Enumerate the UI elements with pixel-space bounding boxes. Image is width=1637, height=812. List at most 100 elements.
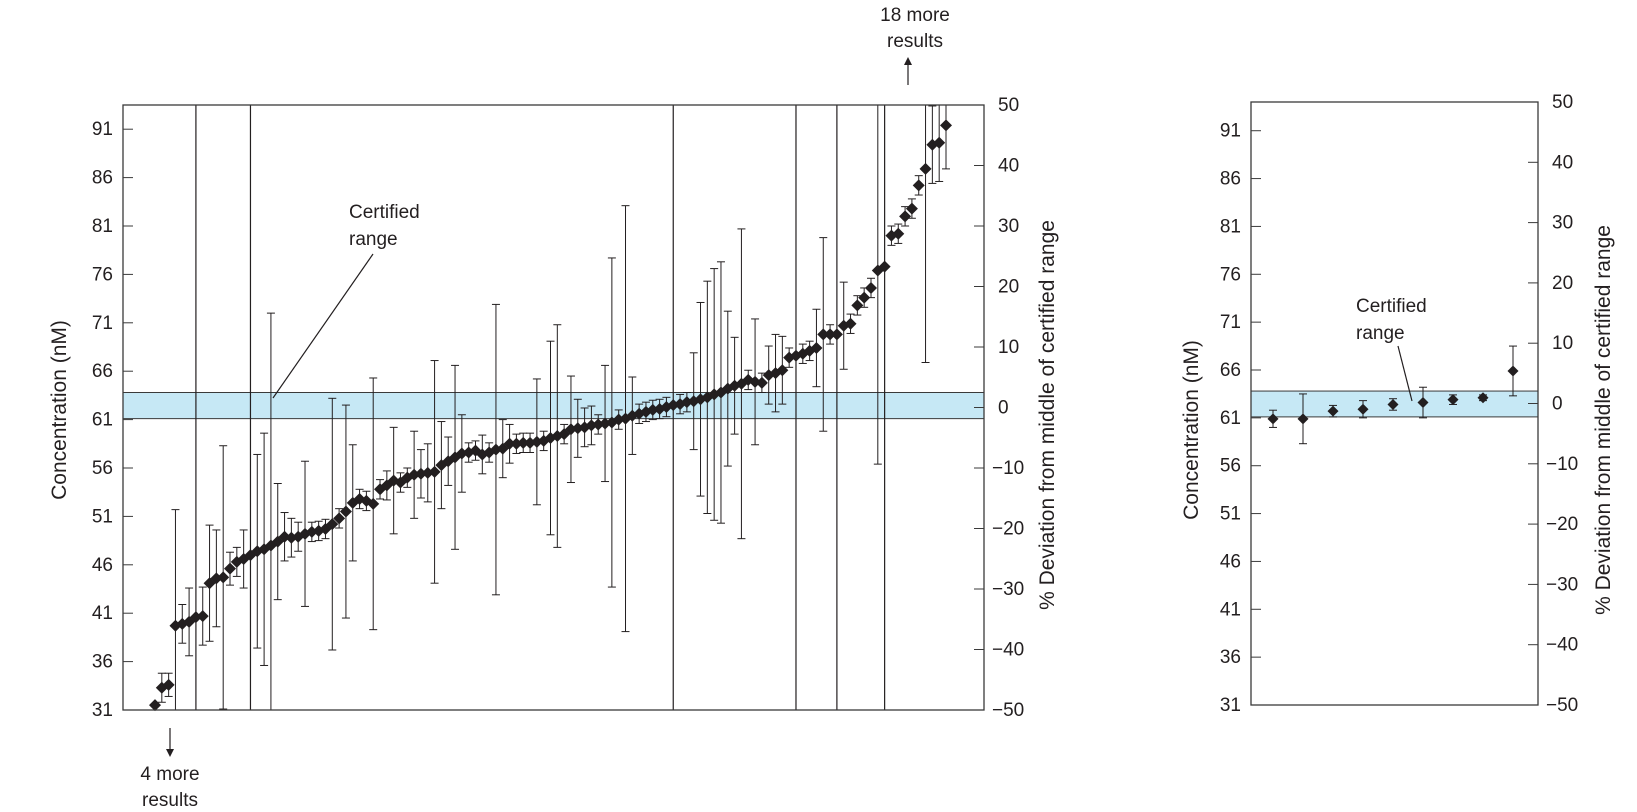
left-certified-leader-line <box>272 253 374 399</box>
right-y-tick-label: 71 <box>1220 312 1241 333</box>
left-y-tick-label: 56 <box>92 458 113 479</box>
right-y-tick-label: 61 <box>1220 408 1241 429</box>
right-y2-tick-label: 10 <box>1552 333 1573 354</box>
left-data-point <box>892 227 905 240</box>
right-y-tick-label: 86 <box>1220 169 1241 190</box>
left-certified-label-line2: range <box>349 229 398 250</box>
right-y-tick-label: 51 <box>1220 504 1241 525</box>
left-y2-axis-ticks: 50 40 30 20 10 0 −10 −20 −30 −40 −50 <box>974 95 1024 721</box>
bottom-more-results-line1: 4 more <box>140 764 199 785</box>
right-certified-label-line1: Certified <box>1356 296 1427 317</box>
right-y-tick-label: 66 <box>1220 360 1241 381</box>
right-y2-tick-label: 0 <box>1552 394 1563 415</box>
right-y2-tick-label: −40 <box>1546 635 1578 656</box>
right-y2-axis-ticks: 50 40 30 20 10 0 −10 −20 −30 −40 −50 <box>1528 92 1578 716</box>
left-y2-tick-label: −40 <box>992 640 1024 661</box>
right-chart: 91 86 81 76 71 66 61 56 51 46 41 36 31 50 40 30 20 10 0 −1… <box>1180 92 1615 716</box>
bottom-arrow-head <box>166 749 174 757</box>
left-data-point <box>367 497 380 510</box>
left-certified-label-line1: Certified <box>349 202 420 223</box>
left-y-tick-label: 91 <box>92 119 113 140</box>
right-y-axis-title: Concentration (nM) <box>1180 340 1203 520</box>
left-y2-tick-label: −10 <box>992 458 1024 479</box>
left-data-point <box>339 505 352 518</box>
left-data-points <box>149 119 952 712</box>
right-y2-axis-title: % Deviation from middle of certified ran… <box>1592 225 1615 615</box>
right-y-tick-label: 41 <box>1220 599 1241 620</box>
left-data-point <box>428 465 441 478</box>
left-data-point <box>824 328 837 341</box>
right-y-tick-label: 31 <box>1220 695 1241 716</box>
left-data-point <box>899 210 912 223</box>
left-y2-tick-label: 50 <box>998 95 1019 116</box>
left-y-axis-ticks: 91 86 81 76 71 66 61 56 51 46 41 36 31 <box>92 119 133 721</box>
left-data-point <box>830 328 843 341</box>
right-y-axis-ticks: 91 86 81 76 71 66 61 56 51 46 41 36 31 <box>1220 121 1261 716</box>
right-y-tick-label: 81 <box>1220 216 1241 237</box>
right-y2-tick-label: 40 <box>1552 152 1573 173</box>
left-data-point <box>817 328 830 341</box>
left-y-tick-label: 31 <box>92 700 113 721</box>
right-y-tick-label: 76 <box>1220 264 1241 285</box>
left-data-point <box>217 571 230 584</box>
right-y-tick-label: 91 <box>1220 121 1241 142</box>
left-data-point <box>517 436 530 449</box>
left-y2-tick-label: 0 <box>998 398 1009 419</box>
left-chart: 91 86 81 76 71 66 61 56 51 46 41 36 31 50 40 30 20 10 0 −1… <box>48 5 1059 811</box>
right-data-point <box>1507 365 1519 377</box>
left-y2-axis-title: % Deviation from middle of certified ran… <box>1036 220 1059 610</box>
left-y-axis-title: Concentration (nM) <box>48 320 71 500</box>
left-y-tick-label: 61 <box>92 410 113 431</box>
right-certified-leader-line <box>1397 345 1413 402</box>
left-y2-tick-label: −50 <box>992 700 1024 721</box>
left-data-point <box>933 136 946 149</box>
left-y-tick-label: 81 <box>92 216 113 237</box>
left-y2-tick-label: 20 <box>998 277 1019 298</box>
left-data-point <box>196 610 209 623</box>
left-data-point <box>864 281 877 294</box>
left-y-tick-label: 76 <box>92 264 113 285</box>
left-data-point <box>333 512 346 525</box>
left-data-point <box>776 364 789 377</box>
left-y2-tick-label: 30 <box>998 216 1019 237</box>
left-y2-tick-label: 10 <box>998 337 1019 358</box>
left-data-point <box>940 119 952 132</box>
right-data-point <box>1417 397 1429 409</box>
top-more-results-line1: 18 more <box>880 5 950 26</box>
right-y2-tick-label: −50 <box>1546 695 1578 716</box>
bottom-more-results-line2: results <box>142 790 198 811</box>
right-y2-tick-label: 50 <box>1552 92 1573 113</box>
left-y-tick-label: 71 <box>92 313 113 334</box>
left-data-point <box>878 260 891 273</box>
left-data-point <box>919 162 932 175</box>
right-certified-label-line2: range <box>1356 323 1405 344</box>
right-y2-tick-label: −20 <box>1546 514 1578 535</box>
right-data-points <box>1267 365 1519 425</box>
right-data-point <box>1327 405 1339 417</box>
right-data-point <box>1387 398 1399 410</box>
right-y-tick-label: 36 <box>1220 647 1241 668</box>
right-y2-tick-label: −30 <box>1546 574 1578 595</box>
right-data-point <box>1267 413 1279 425</box>
left-y-tick-label: 46 <box>92 555 113 576</box>
top-more-results-line2: results <box>887 31 943 52</box>
left-data-point <box>224 562 237 575</box>
left-certified-band <box>122 391 985 420</box>
left-data-point <box>326 518 339 531</box>
left-y2-tick-label: 40 <box>998 156 1019 177</box>
left-y2-tick-label: −20 <box>992 519 1024 540</box>
left-y-tick-label: 51 <box>92 506 113 527</box>
right-data-point <box>1477 392 1489 404</box>
left-y-tick-label: 86 <box>92 168 113 189</box>
left-data-point <box>905 202 918 215</box>
left-data-point <box>851 299 864 312</box>
left-data-point <box>912 179 925 192</box>
right-y2-tick-label: 20 <box>1552 273 1573 294</box>
right-data-point <box>1447 394 1459 406</box>
left-y2-tick-label: −30 <box>992 579 1024 600</box>
right-y2-tick-label: −10 <box>1546 454 1578 475</box>
left-y-tick-label: 41 <box>92 603 113 624</box>
right-y-tick-label: 56 <box>1220 456 1241 477</box>
left-data-point <box>162 678 175 691</box>
